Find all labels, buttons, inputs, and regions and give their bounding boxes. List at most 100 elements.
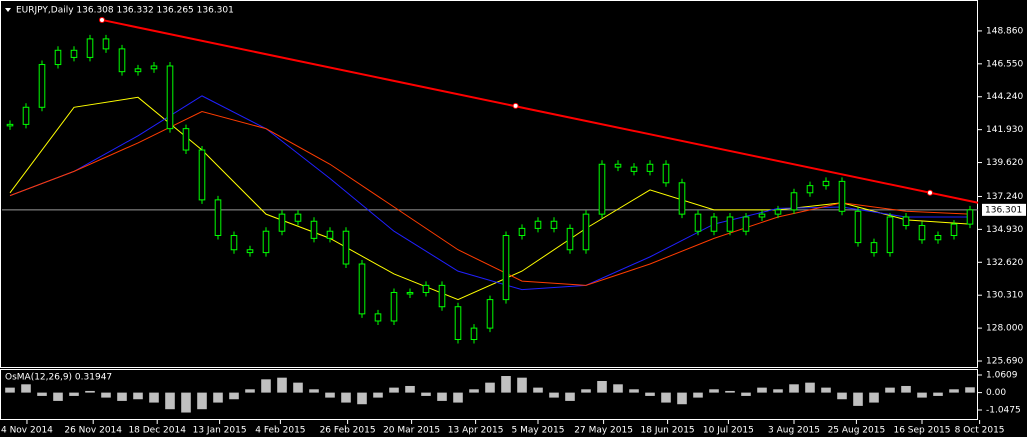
y-tick-label: -1.0475 — [986, 405, 1021, 415]
histogram-bar — [517, 377, 527, 393]
candle-body — [470, 327, 478, 341]
candle-body — [694, 213, 702, 232]
menu-arrow[interactable] — [5, 8, 11, 12]
histogram-bar — [901, 385, 911, 393]
candle-body — [54, 49, 62, 66]
candle-body — [374, 313, 382, 322]
candle-body — [326, 230, 334, 239]
histogram-bar — [37, 392, 47, 396]
last-price-label: 136.301 — [985, 205, 1022, 215]
candle-body — [646, 163, 654, 172]
histogram-bar — [693, 392, 703, 398]
x-tick-label: 4 Feb 2015 — [255, 426, 305, 436]
x-tick-label: 18 Jun 2015 — [641, 426, 695, 436]
histogram-bar — [661, 392, 671, 403]
candle-body — [422, 284, 430, 293]
y-tick-label: 141.930 — [986, 125, 1023, 135]
candle-body — [710, 216, 718, 232]
candle-body — [566, 227, 574, 251]
candle-body — [886, 216, 894, 254]
y-tick-label: 144.240 — [986, 92, 1023, 102]
candle-body — [6, 123, 14, 127]
candle-body — [918, 225, 926, 241]
chart-title: EURJPY,Daily 136.308 136.332 136.265 136… — [16, 6, 234, 16]
candle-body — [406, 291, 414, 295]
histogram-bar — [565, 392, 575, 401]
histogram-bar — [229, 392, 239, 400]
y-tick-label: 1.0609 — [986, 370, 1018, 380]
candle-body — [230, 235, 238, 251]
histogram-bar — [261, 379, 271, 393]
candle-body — [150, 65, 158, 70]
x-tick-label: 18 Dec 2014 — [128, 426, 186, 436]
candle-body — [838, 180, 846, 212]
candle-body — [438, 284, 446, 308]
candle-body — [342, 230, 350, 265]
candle-body — [198, 149, 206, 201]
candle-body — [550, 220, 558, 229]
histogram-bar — [277, 377, 287, 393]
x-tick-label: 13 Jan 2015 — [193, 426, 247, 436]
candle-body — [902, 216, 910, 227]
candle-body — [758, 213, 766, 218]
candle-body — [614, 163, 622, 168]
candle-body — [662, 163, 670, 184]
histogram-bar — [789, 384, 799, 393]
candle-body — [854, 210, 862, 244]
x-tick-label: 13 Apr 2015 — [448, 426, 504, 436]
main-frame — [0, 0, 978, 368]
candle-body — [598, 163, 606, 215]
moving-average — [9, 96, 971, 301]
histogram-bar — [69, 392, 79, 396]
x-tick-label: 5 May 2015 — [512, 426, 565, 436]
histogram-bar — [101, 392, 111, 398]
candle-body — [358, 263, 366, 315]
candle-body — [38, 64, 46, 108]
candle-body — [790, 192, 798, 211]
candle-body — [182, 128, 190, 151]
candle-body — [262, 230, 270, 254]
candle-body — [454, 306, 462, 341]
histogram-bar — [341, 392, 351, 403]
candle-body — [214, 199, 222, 237]
histogram-bar — [853, 392, 863, 406]
x-tick-label: 8 Oct 2015 — [955, 426, 1005, 436]
histogram-bar — [485, 382, 495, 393]
moving-average — [9, 111, 971, 286]
histogram-bar — [309, 389, 319, 393]
candle-body — [22, 106, 30, 125]
histogram-bar — [373, 392, 383, 398]
x-tick-label: 20 Mar 2015 — [383, 426, 440, 436]
histogram-bar — [709, 389, 719, 393]
candle-body — [950, 223, 958, 237]
histogram-bar — [53, 392, 63, 401]
candle-body — [294, 213, 302, 222]
x-tick-label: 26 Feb 2015 — [320, 426, 376, 436]
y-tick-label: 148.860 — [986, 26, 1023, 36]
histogram-bar — [837, 392, 847, 400]
candle-body — [774, 209, 782, 215]
histogram-bar — [405, 385, 415, 393]
histogram-bar — [725, 390, 735, 393]
candle-body — [310, 220, 318, 239]
y-tick-label: 139.620 — [986, 158, 1023, 168]
histogram-bar — [501, 376, 511, 393]
trendline-anchor — [927, 189, 933, 196]
candle-body — [822, 180, 830, 187]
candle-body — [534, 220, 542, 229]
candle-body — [502, 235, 510, 301]
x-tick-label: 25 Aug 2015 — [828, 426, 886, 436]
histogram-bar — [117, 392, 127, 401]
indicator-title: OsMA(12,26,9) 0.31947 — [5, 373, 112, 383]
histogram-bar — [869, 392, 879, 403]
histogram-bar — [85, 390, 95, 393]
last-price-box — [982, 203, 1026, 216]
x-tick-label: 10 Jul 2015 — [703, 426, 754, 436]
histogram-bar — [325, 392, 335, 398]
candle-body — [70, 49, 78, 58]
y-tick-label: 132.620 — [986, 258, 1023, 268]
histogram-bar — [389, 387, 399, 393]
y-tick-label: 134.930 — [986, 225, 1023, 235]
histogram-bar — [421, 392, 431, 396]
histogram-bar — [821, 387, 831, 393]
